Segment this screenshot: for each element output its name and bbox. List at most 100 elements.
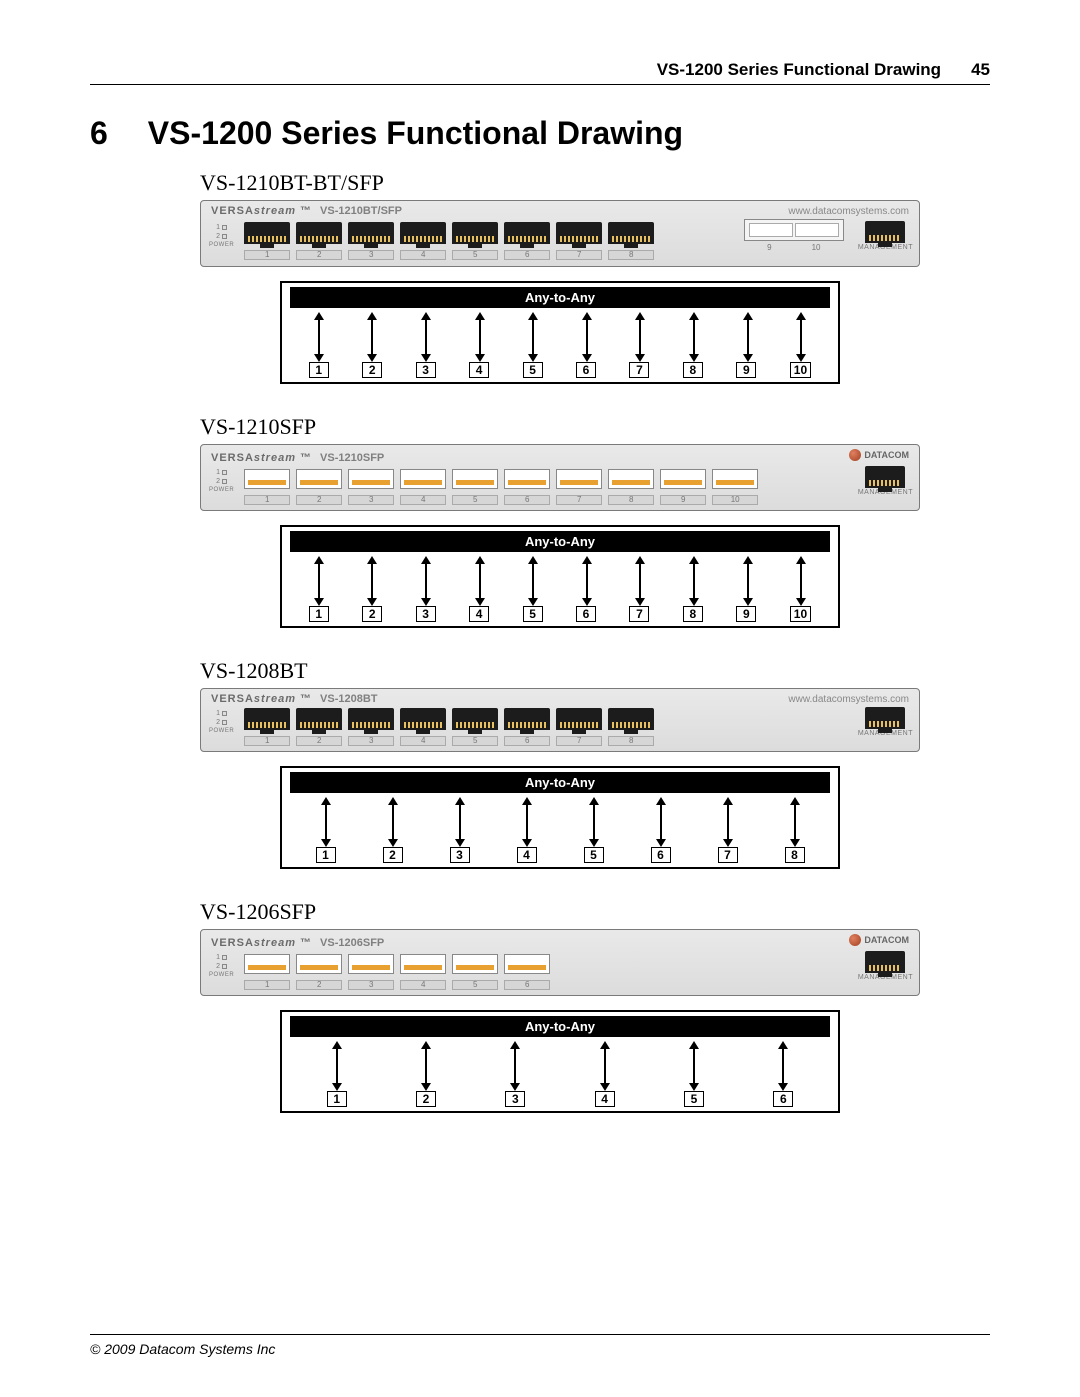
schematic-port-number: 10 (790, 606, 811, 622)
bidir-arrow-icon (741, 312, 755, 342)
port-number: 1 (244, 495, 290, 505)
device-top-strip: VERSAstream ™VS-1210SFPDATACOM (207, 449, 913, 466)
schematic-port-number: 8 (785, 847, 805, 863)
device-model-text: VS-1210BT/SFP (320, 205, 402, 217)
schematic-port-number: 6 (651, 847, 671, 863)
schematic-port-number: 8 (683, 606, 703, 622)
port-group: 56 (452, 952, 550, 980)
rj45-icon (556, 222, 602, 244)
port-number: 2 (296, 736, 342, 746)
rj45-icon (608, 222, 654, 244)
model-label: VS-1208BT (200, 658, 990, 684)
port-number: 4 (400, 495, 446, 505)
header-title: VS-1200 Series Functional Drawing (657, 60, 941, 80)
device-panel: VERSAstream ™VS-1210SFPDATACOM 12POWER 123… (200, 444, 920, 511)
sfp-port: 2 (296, 467, 342, 495)
bidir-arrow-icon (794, 556, 808, 586)
port-row: 12345678910 (244, 467, 844, 495)
schematic-port-number: 1 (316, 847, 336, 863)
page-header: VS-1200 Series Functional Drawing 45 (90, 60, 990, 85)
bidir-arrow-icon (598, 1041, 612, 1071)
chapter-title: VS-1200 Series Functional Drawing (148, 115, 683, 152)
sfp-icon (348, 954, 394, 974)
any-to-any-schematic: Any-to-Any123456 (280, 1010, 840, 1113)
sfp-port: 6 (504, 952, 550, 980)
model-block: VS-1208BT VERSAstream ™VS-1208BTwww.datac… (200, 658, 990, 869)
model-block: VS-1210BT-BT/SFPVERSAstream ™VS-1210BT/S… (200, 170, 990, 384)
chapter-heading: 6 VS-1200 Series Functional Drawing (90, 115, 990, 152)
bidir-arrow-icon (312, 312, 326, 342)
schematic-port-number: 10 (790, 362, 811, 378)
sfp-icon (400, 469, 446, 489)
rj45-port: 6 (504, 222, 550, 250)
sfp-icon (296, 469, 342, 489)
rj45-icon (865, 466, 905, 488)
port-number: 1 (244, 980, 290, 990)
port-number: 6 (504, 250, 550, 260)
bidir-arrow-icon (776, 1041, 790, 1071)
schematic-port-number: 4 (595, 1091, 615, 1107)
brand-text: VERSAstream ™ (211, 937, 312, 949)
port-group: 910 (660, 467, 758, 495)
schematic-port-number: 2 (362, 606, 382, 622)
port-row: 12345678 (244, 222, 736, 250)
copyright-text: © 2009 Datacom Systems Inc (90, 1341, 275, 1357)
bidir-arrow-icon (794, 312, 808, 342)
sfp-port: 10 (712, 467, 758, 495)
vendor-logo: DATACOM (849, 449, 909, 461)
rj45-icon (865, 951, 905, 973)
port-number: 1 (244, 736, 290, 746)
sfp-icon (244, 954, 290, 974)
port-number: 10 (712, 495, 758, 505)
schematic-port-number: 2 (383, 847, 403, 863)
rj45-port: 3 (348, 222, 394, 250)
rj45-icon (348, 222, 394, 244)
schematic-port-number: 7 (629, 362, 649, 378)
sfp-icon (296, 954, 342, 974)
port-number: 5 (452, 250, 498, 260)
port-row: 12345678 (244, 708, 844, 736)
port-number: 2 (296, 980, 342, 990)
rj45-port: 2 (296, 708, 342, 736)
sfp-port: 6 (504, 467, 550, 495)
device-body: 12POWER123456MANAGEMENT (207, 951, 913, 981)
rj45-icon (400, 708, 446, 730)
device-top-strip: VERSAstream ™VS-1210BT/SFPwww.datacomsys… (207, 205, 913, 219)
sfp-icon (504, 469, 550, 489)
rj45-icon (296, 708, 342, 730)
sfp-icon (556, 469, 602, 489)
management-port: MANAGEMENT (858, 221, 913, 251)
bidir-arrow-icon (365, 312, 379, 342)
schematic-port-number: 4 (469, 362, 489, 378)
bidir-arrow-icon (330, 1041, 344, 1071)
schematic-port-number: 3 (416, 362, 436, 378)
power-led-block: 12POWER (207, 954, 236, 978)
schematic-arrow-row (282, 308, 838, 342)
rj45-icon (348, 708, 394, 730)
schematic-port-number: 2 (362, 362, 382, 378)
rj45-port: 5 (452, 222, 498, 250)
sfp-expansion-slot: 910 (744, 219, 844, 252)
sfp-port: 3 (348, 467, 394, 495)
bidir-arrow-icon (386, 797, 400, 827)
port-number: 3 (348, 736, 394, 746)
bidir-arrow-icon (520, 797, 534, 827)
schematic-arrow-row (282, 793, 838, 827)
port-number: 8 (608, 736, 654, 746)
port-number: 6 (504, 736, 550, 746)
rj45-port: 8 (608, 222, 654, 250)
schematic-port-number: 7 (718, 847, 738, 863)
schematic-port-number: 6 (773, 1091, 793, 1107)
bidir-arrow-icon (419, 312, 433, 342)
brand-text: VERSAstream ™ (211, 205, 312, 217)
device-panel: VERSAstream ™VS-1206SFPDATACOM12POWER123… (200, 929, 920, 996)
rj45-port: 5 (452, 708, 498, 736)
power-led-block: 12POWER (207, 469, 236, 493)
bidir-arrow-icon (687, 1041, 701, 1071)
port-number: 3 (348, 250, 394, 260)
port-number: 3 (348, 980, 394, 990)
device-panel: VERSAstream ™VS-1208BTwww.datacomsystems… (200, 688, 920, 752)
schematic-label-row: 123456 (282, 1071, 838, 1111)
sfp-port: 1 (244, 467, 290, 495)
rj45-icon (244, 708, 290, 730)
